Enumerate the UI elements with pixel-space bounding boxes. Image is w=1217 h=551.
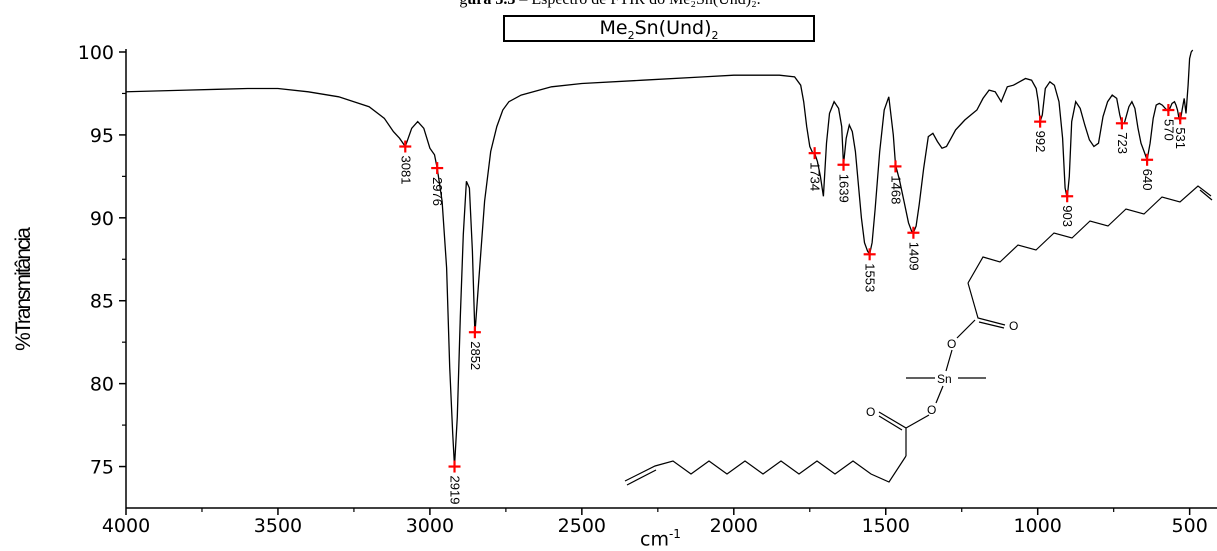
peak-label: 1468 <box>888 175 903 204</box>
peak-label: 2852 <box>468 341 483 370</box>
upper-o-sn-bond <box>945 349 953 372</box>
upper-carbonyl-double-bond <box>978 321 1005 329</box>
peak-label: 1553 <box>863 263 878 292</box>
peak-label: 531 <box>1173 127 1188 149</box>
peak-label: 2976 <box>430 177 445 206</box>
chart-axes <box>119 49 1217 515</box>
lower-ester-bond <box>878 411 907 456</box>
spectrum-line <box>125 49 1194 467</box>
peak-1553: 1553 <box>863 248 878 292</box>
peak-label: 1734 <box>808 162 823 191</box>
lower-sn-o-bond <box>935 385 944 404</box>
peak-label: 1639 <box>837 174 852 203</box>
y-tick-label: 90 <box>90 208 114 230</box>
tin-atom: Sn <box>937 372 952 386</box>
peak-1734: 1734 <box>808 147 823 191</box>
x-axis-label: cm-1 <box>640 527 681 551</box>
peak-label: 640 <box>1140 169 1155 191</box>
peak-label: 992 <box>1033 131 1048 153</box>
x-tick-label: 500 <box>1172 515 1208 537</box>
peak-label: 1409 <box>906 242 921 271</box>
carbonyl-oxygen-upper: O <box>1009 319 1018 333</box>
y-tick-label: 85 <box>90 291 114 313</box>
peak-640: 640 <box>1140 153 1155 191</box>
peak-label: 2919 <box>448 476 463 505</box>
peak-1468: 1468 <box>888 160 903 204</box>
y-tick-label: 100 <box>78 42 114 64</box>
carbonyl-oxygen-lower: O <box>866 405 875 419</box>
peak-label: 903 <box>1060 205 1075 227</box>
peak-1639: 1639 <box>837 158 852 203</box>
peak-570: 570 <box>1161 104 1176 141</box>
lower-alkyl-chain <box>624 455 907 483</box>
x-tick-label: 4000 <box>102 515 150 537</box>
upper-ester-bond <box>967 282 1006 326</box>
molecule-structure <box>624 185 1213 486</box>
x-tick-label: 1000 <box>1014 515 1062 537</box>
peak-2852: 2852 <box>468 326 483 370</box>
x-tick-label: 3000 <box>406 515 454 537</box>
upper-alkyl-chain <box>967 185 1212 284</box>
y-axis-label: %Transmitância <box>12 227 35 351</box>
lower-o-bond <box>905 414 930 429</box>
peak-label: 723 <box>1115 132 1130 154</box>
upper-o-bond <box>956 319 976 339</box>
peak-markers: 3081 2976 2919 2852 1734 1639 1553 1468 1409 992 9… <box>398 104 1188 504</box>
peak-531: 531 <box>1173 112 1188 149</box>
peak-2976: 2976 <box>430 162 445 206</box>
upper-alkene-double-bond <box>1199 189 1213 201</box>
x-tick-label: 3500 <box>254 515 302 537</box>
y-tick-label: 95 <box>90 125 114 147</box>
x-tick-label: 1500 <box>862 515 910 537</box>
peak-3081: 3081 <box>398 140 413 185</box>
peak-2919: 2919 <box>448 460 463 505</box>
tick-labels: 100 95 90 85 80 75 4000 3500 3000 2500 2000 1500 100… <box>78 42 1208 537</box>
peak-723: 723 <box>1115 117 1130 154</box>
chart-title: Me2Sn(Und)2 <box>503 15 815 42</box>
peak-992: 992 <box>1033 115 1048 153</box>
lower-alkene-double-bond <box>626 469 657 486</box>
y-tick-label: 80 <box>90 374 114 396</box>
peak-label: 3081 <box>398 156 413 185</box>
y-tick-label: 75 <box>90 457 114 479</box>
peak-label: 570 <box>1161 119 1176 141</box>
peak-1409: 1409 <box>906 226 921 271</box>
ester-oxygen-upper: O <box>947 337 956 351</box>
peak-903: 903 <box>1060 190 1075 227</box>
figure-caption: gura 3.3 – Espectro de FTIR do Me₂Sn(Und… <box>330 0 890 9</box>
ester-oxygen-lower: O <box>927 403 936 417</box>
lower-carbonyl-double-bond <box>878 415 903 431</box>
x-tick-label: 2000 <box>710 515 758 537</box>
x-tick-label: 2500 <box>558 515 606 537</box>
molecule-atoms: O O Sn O O <box>866 319 1018 419</box>
